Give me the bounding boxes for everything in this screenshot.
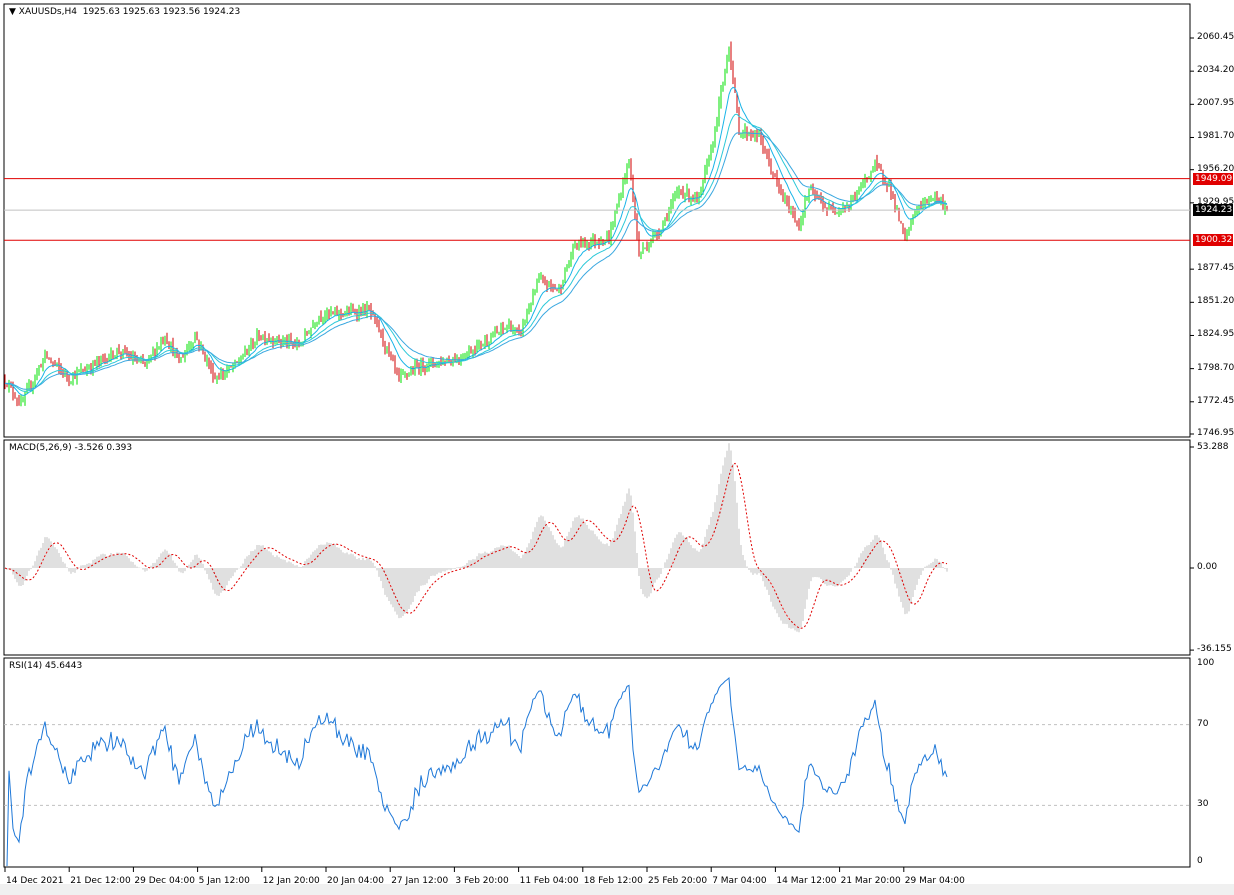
price-tick-label: 2060.45 — [1197, 32, 1234, 42]
time-tick-label: 5 Jan 12:00 — [198, 876, 250, 886]
chart-header: ▼ XAUUSDs,H4 1925.63 1925.63 1923.56 192… — [9, 7, 240, 17]
rsi-tick-label: 100 — [1197, 658, 1215, 668]
macd-title: MACD(5,26,9) -3.526 0.393 — [9, 443, 133, 453]
moving-average-line — [4, 132, 948, 390]
moving-average-line — [4, 113, 948, 392]
rsi-title: RSI(14) 45.6443 — [9, 661, 83, 671]
collapse-triangle-icon[interactable]: ▼ — [9, 7, 16, 17]
price-tick-label: 1851.20 — [1197, 296, 1234, 307]
rsi-tick-label: 30 — [1197, 799, 1209, 810]
price-tick-label: 2034.20 — [1197, 65, 1234, 76]
time-tick-label: 21 Dec 12:00 — [70, 876, 131, 886]
time-tick-label: 27 Jan 12:00 — [391, 876, 449, 886]
time-tick-label: 18 Feb 12:00 — [583, 876, 643, 886]
level-price-tag: 1949.09 — [1193, 172, 1233, 185]
time-tick-label: 20 Jan 04:00 — [327, 876, 384, 886]
rsi-tick-label: 0 — [1197, 856, 1203, 866]
time-tick-label: 14 Mar 12:00 — [776, 876, 837, 886]
time-tick-label: 14 Dec 2021 — [6, 876, 64, 886]
main-pane-border — [3, 3, 1191, 438]
macd-plot — [4, 443, 948, 633]
time-tick-label: 12 Jan 20:00 — [262, 876, 320, 886]
macd-signal-line — [4, 462, 948, 629]
axes — [4, 37, 1194, 872]
time-tick-label: 29 Mar 04:00 — [904, 876, 965, 886]
price-tick-label: 1929.95 — [1197, 196, 1234, 207]
moving-average-line — [4, 86, 948, 396]
time-tick-label: 21 Mar 20:00 — [840, 876, 901, 886]
price-tick-label: 1981.70 — [1197, 131, 1234, 142]
macd-tick-label: 53.288 — [1197, 442, 1229, 452]
rsi-plot — [4, 676, 1190, 867]
time-tick-label: 3 Feb 20:00 — [455, 876, 509, 886]
rsi-tick-label: 70 — [1197, 718, 1209, 729]
price-bars — [4, 41, 1190, 407]
price-tick-label: 1746.95 — [1197, 428, 1234, 438]
price-tick-label: 1824.95 — [1197, 329, 1234, 340]
time-tick-label: 7 Mar 04:00 — [712, 876, 767, 886]
bid-price-tag: 1924.23 — [1193, 204, 1233, 217]
rsi-pane-border — [3, 657, 1191, 868]
symbol-label: XAUUSDs,H4 — [18, 7, 77, 17]
time-tick-label: 29 Dec 04:00 — [134, 876, 195, 886]
macd-tick-label: 0.00 — [1197, 562, 1218, 572]
price-tick-label: 1956.20 — [1197, 163, 1234, 174]
macd-pane-border — [3, 439, 1191, 656]
price-tick-label: 1877.45 — [1197, 263, 1234, 274]
level-price-tag: 1900.32 — [1193, 234, 1233, 247]
price-tick-label: 2007.95 — [1197, 98, 1234, 109]
time-tick-label: 11 Feb 04:00 — [519, 876, 579, 886]
ohlc-values: 1925.63 1925.63 1923.56 1924.23 — [82, 7, 241, 17]
rsi-line — [6, 676, 948, 867]
price-tick-label: 1772.45 — [1197, 395, 1234, 406]
status-strip — [0, 884, 1234, 895]
macd-tick-label: -36.155 — [1197, 644, 1232, 655]
time-tick-label: 25 Feb 20:00 — [648, 876, 708, 886]
price-tick-label: 1798.70 — [1197, 362, 1234, 373]
